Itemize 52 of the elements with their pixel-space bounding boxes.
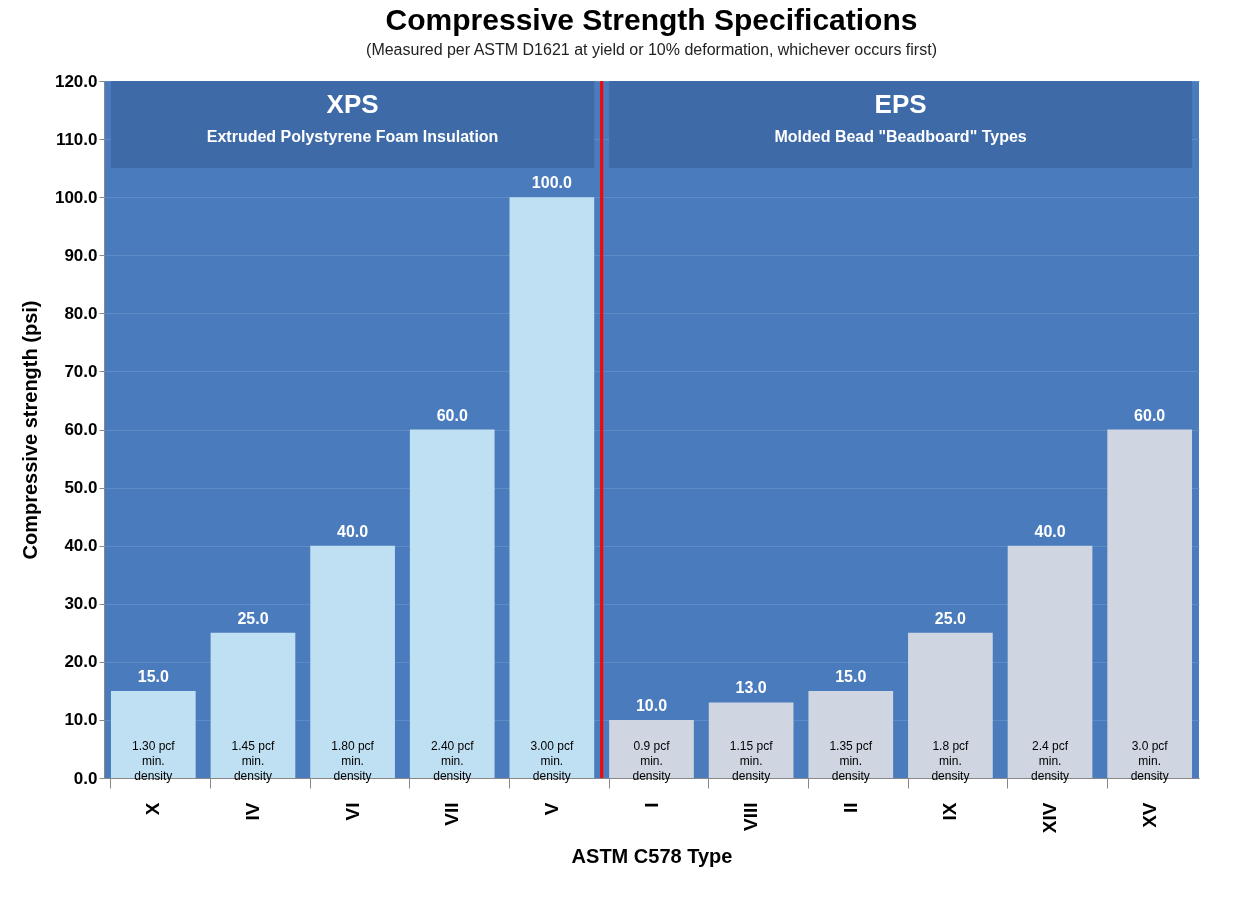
data-label: 60.0 [436,406,468,424]
data-label: 15.0 [835,667,867,685]
x-tick-label: X [142,802,164,816]
data-label: 100.0 [531,174,572,192]
x-tick-label: IX [939,802,961,821]
x-tick-label: VI [341,802,363,821]
x-tick-label: VIII [740,802,762,832]
annotation: 1.35 pcf min. density [829,739,873,783]
x-tick-label: XV [1138,802,1160,828]
data-label: 10.0 [635,696,668,714]
annotation: 1.8 pcf min. density [931,739,970,783]
x-tick-label: I [640,802,662,808]
y-tick-label: 40.0 [64,536,98,556]
y-tick-label: 60.0 [64,420,98,439]
x-tick-label: V [540,802,562,816]
y-tick-label: 100.0 [54,187,98,207]
data-label: 13.0 [735,679,767,697]
data-label: 15.0 [137,667,169,685]
chart-title: Compressive Strength Specifications [385,3,918,36]
x-tick-label: XIV [1039,802,1061,834]
annotation: 1.80 pcf min. density [331,739,375,783]
y-tick-label: 0.0 [73,768,98,788]
y-tick-label: 120.0 [54,71,98,91]
data-label: 60.0 [1134,406,1166,424]
annotation: 1.45 pcf min. density [231,739,275,783]
y-tick-label: 90.0 [64,245,98,265]
y-tick-label: 50.0 [64,478,98,498]
annotation: 3.00 pcf min. density [530,739,574,783]
x-axis-title: ASTM C578 Type [571,845,733,868]
annotation: 3.0 pcf min. density [1130,739,1169,783]
data-label: 40.0 [337,522,369,540]
y-tick-label: 30.0 [64,594,98,614]
y-tick-label: 20.0 [64,652,98,672]
y-tick-label: 10.0 [64,710,98,730]
y-tick-label: 70.0 [64,361,98,381]
y-tick-label: 110.0 [55,129,98,149]
annotation: 1.15 pcf min. density [729,739,774,783]
y-axis-title: Compressive strength (psi) [18,300,41,560]
annotation: 0.9 pcf min. density [632,739,671,783]
band-label: EPS Molded Bead "Beadboard" Types [774,89,1027,145]
x-tick-label: VII [441,802,463,826]
annotation: 1.30 pcf min. density [131,739,176,783]
data-label: 25.0 [237,609,269,627]
data-label: 25.0 [934,609,967,627]
y-tick-label: 80.0 [64,303,98,323]
band-label: XPS Extruded Polystyrene Foam Insulation [206,89,499,145]
x-tick-label: IV [241,802,263,821]
x-tick-label: II [839,802,861,814]
annotation: 2.40 pcf min. density [430,739,475,783]
data-label: 40.0 [1034,522,1066,540]
chart-subtitle: (Measured per ASTM D1621 at yield or 10% deformation, whichever occurs first) [366,41,937,58]
annotation: 2.4 pcf min. density [1031,739,1070,783]
